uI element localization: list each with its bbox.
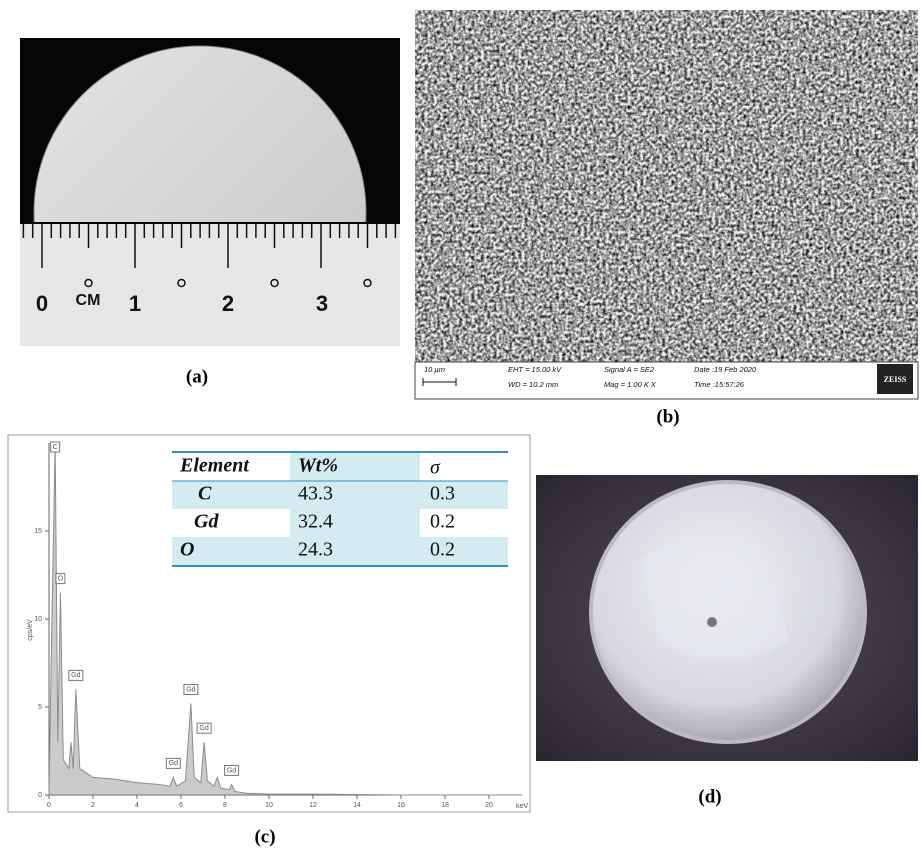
table-header: Element — [179, 455, 250, 477]
x-tick-label: 10 — [265, 802, 273, 809]
eds-table: Element Wt% σ C 43.3 0.3 Gd 32.4 0.2 O 2… — [172, 451, 508, 567]
x-tick-label: 20 — [485, 802, 493, 809]
sample-disk — [33, 45, 367, 222]
logo: ZEISS — [884, 375, 907, 384]
panel-c: keV cps/eV Element Wt% σ C 43.3 0.3 Gd 3… — [7, 434, 531, 847]
peak-label: Gd — [71, 672, 80, 679]
sem-texture — [415, 10, 918, 362]
info-text: Mag = 1.00 K X — [604, 380, 657, 389]
table-cell: O — [180, 539, 194, 561]
peak-label: Gd — [199, 725, 208, 732]
ruler-hole — [84, 278, 93, 288]
peak-label: Gd — [227, 767, 236, 774]
peak-label-box — [183, 683, 199, 695]
ruler-hole — [270, 278, 279, 288]
table-cell: Gd — [194, 511, 219, 533]
peak-label: O — [58, 575, 64, 582]
ruler-unit: CM — [76, 292, 101, 309]
table-header: Wt% — [298, 455, 338, 477]
y-tick-label: 5 — [38, 704, 42, 711]
info-text: Time :15:57:26 — [694, 380, 745, 389]
peak-label-box — [50, 441, 61, 453]
x-tick-label: 18 — [441, 802, 449, 809]
table-cell: 0.2 — [430, 539, 455, 561]
peak-label-box — [68, 669, 84, 681]
panel-a: 0 CM 1 2 3 (a) — [20, 38, 400, 387]
x-tick-label: 0 — [47, 802, 51, 809]
peak-label-box — [224, 764, 240, 776]
table-cell: 0.3 — [430, 483, 455, 505]
y-tick-label: 15 — [34, 528, 42, 535]
panel-label: (b) — [656, 406, 679, 427]
table-header: σ — [430, 457, 441, 479]
scale-text: 10 µm — [424, 365, 445, 374]
x-tick-label: 4 — [135, 802, 139, 809]
highlight — [640, 535, 790, 660]
ruler-hole — [177, 278, 186, 288]
peak-label: Gd — [169, 760, 178, 767]
table-cell: 24.3 — [298, 539, 333, 561]
table-row-bg — [172, 537, 508, 565]
peak-label-box — [196, 722, 212, 734]
table-cell-bg — [290, 453, 420, 481]
spot — [707, 617, 717, 627]
panel-d: (d) — [536, 475, 918, 807]
x-tick-label: 12 — [309, 802, 317, 809]
info-text: Date :19 Feb 2020 — [694, 365, 757, 374]
ruler-number: 1 — [129, 291, 141, 316]
x-tick-label: 2 — [91, 802, 95, 809]
info-text: WD = 10.2 mm — [508, 380, 558, 389]
x-axis-label: keV — [516, 803, 528, 810]
info-bar — [414, 361, 919, 400]
table-cell: 0.2 — [430, 511, 455, 533]
x-tick-label: 14 — [353, 802, 361, 809]
panel-b: 10 µm EHT = 15.00 kV WD = 10.2 mm Signal… — [414, 10, 919, 427]
logo-box — [877, 364, 913, 394]
peak-label-box — [55, 573, 66, 585]
panel-label: (c) — [254, 826, 275, 847]
info-text: EHT = 15.00 kV — [508, 365, 562, 374]
table-cell-bg — [290, 509, 420, 537]
table-cell: 32.4 — [298, 511, 333, 533]
y-tick-label: 0 — [38, 792, 42, 799]
scale-bar — [422, 378, 457, 386]
x-tick-label: 6 — [179, 802, 183, 809]
ruler-ticks — [22, 224, 397, 288]
spectrum-line — [48, 442, 522, 796]
peak-label: C — [53, 444, 58, 451]
panel-label: (d) — [698, 786, 721, 807]
ruler-hole — [363, 278, 372, 288]
ruler-number: 3 — [316, 291, 328, 316]
y-axis-label: cps/eV — [27, 619, 34, 641]
peak-label-box — [165, 757, 181, 769]
peak-label: Gd — [186, 686, 195, 693]
info-text: Signal A = SE2 — [604, 365, 655, 374]
x-tick-label: 16 — [397, 802, 405, 809]
y-tick-label: 10 — [34, 616, 42, 623]
ruler — [20, 224, 400, 346]
x-tick-label: 8 — [223, 802, 227, 809]
table-cell: 43.3 — [298, 483, 333, 505]
panel-label: (a) — [186, 366, 208, 387]
table-cell: C — [198, 483, 212, 505]
table-row-bg — [172, 481, 508, 509]
ruler-number: 0 — [36, 291, 48, 316]
ruler-number: 2 — [222, 291, 234, 316]
